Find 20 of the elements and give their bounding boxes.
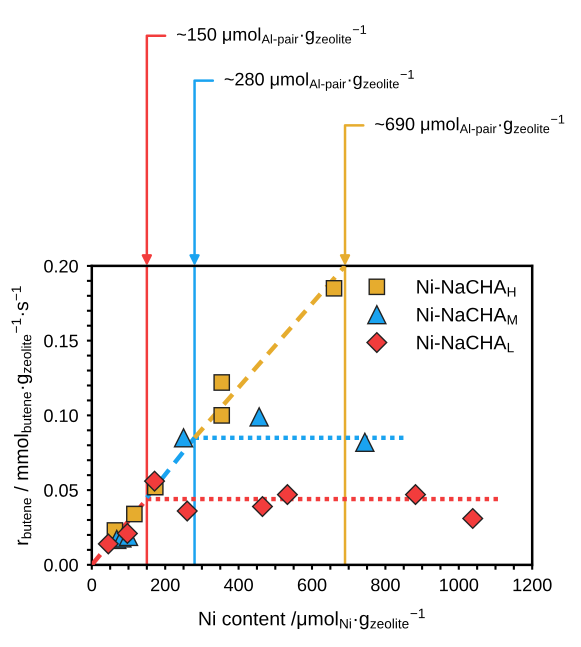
x-tick-label: 1000: [440, 578, 478, 592]
legend-label: Ni-NaCHA$_{H}$: [417, 279, 516, 297]
x-tick-label: 1200: [513, 578, 552, 592]
ref-line-label: ~280 μmol$_{Al-pair}$·g$_{zeolite}$$^{−1}$: [224, 70, 414, 91]
ref-line-label: ~150 μmol$_{Al-pair}$·g$_{zeolite}$$^{−1}$: [177, 25, 366, 46]
text: r$_{butene}$ / mmol$_{butene}$·g$_{zeolite}$$^{−1}$·s$^{−1}$: [12, 286, 32, 545]
y-tick-label: 0.00: [44, 558, 78, 572]
x-tick-label: 200: [151, 578, 180, 592]
x-tick-label: 600: [298, 578, 326, 592]
y-tick-label: 0.10: [44, 409, 78, 422]
x-tick-label: 400: [224, 578, 253, 592]
legend-label: Ni-NaCHA$_{L}$: [417, 335, 514, 352]
x-tick-label: 800: [371, 578, 400, 592]
legend-label: Ni-NaCHA$_{M}$: [417, 307, 517, 324]
x-axis-title: Ni content /μmol$_{Ni}$·g$_{zeolite}$$^{−1}$: [200, 608, 425, 630]
x-tick-label: 0: [87, 578, 96, 592]
ref-line-label: ~690 μmol$_{Al-pair}$·g$_{zeolite}$$^{−1}$: [375, 114, 564, 136]
y-tick-label: 0.05: [44, 484, 78, 497]
y-tick-label: 0.20: [44, 260, 78, 273]
y-tick-label: 0.15: [44, 334, 78, 348]
